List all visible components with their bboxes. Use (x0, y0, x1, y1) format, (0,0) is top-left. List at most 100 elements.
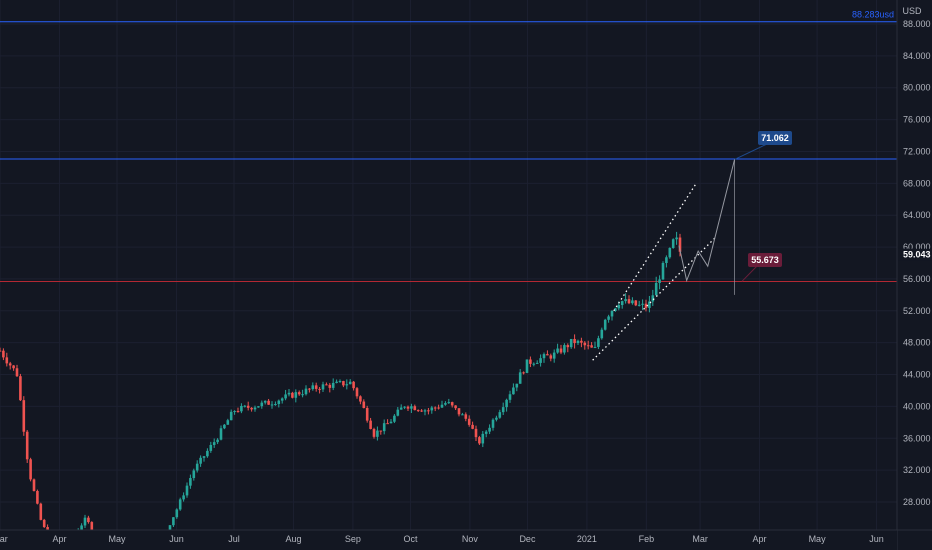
candle (641, 299, 644, 311)
currency-label: USD (902, 6, 922, 16)
x-tick-label: Feb (639, 534, 655, 544)
x-tick-label: Dec (519, 534, 536, 544)
candle (648, 295, 651, 313)
candle (189, 474, 192, 489)
candle (498, 409, 502, 419)
x-tick-label: Jun (169, 534, 184, 544)
candle (518, 369, 522, 384)
candle (600, 327, 604, 340)
candle (620, 300, 624, 309)
candle (675, 231, 678, 245)
candle (253, 405, 257, 412)
level-labels: 71.062 55.673 88.283usd 59.043 (734, 10, 932, 282)
candle (471, 421, 474, 430)
candle (192, 468, 196, 481)
y-tick-label: 76.000 (903, 115, 931, 125)
candle (29, 457, 32, 482)
candle (342, 380, 345, 388)
y-tick-label: 64.000 (903, 210, 931, 220)
candle (250, 407, 253, 412)
candle (226, 418, 230, 425)
candle (505, 398, 508, 412)
candle (372, 427, 376, 439)
candle (0, 347, 2, 352)
candle (308, 387, 311, 393)
candle (420, 409, 423, 413)
candle (508, 390, 512, 403)
candle (450, 401, 454, 408)
candle (36, 489, 39, 505)
candle (376, 426, 379, 441)
horizontal-levels (0, 21, 897, 283)
candle (206, 448, 209, 458)
candle (304, 385, 308, 396)
candle (291, 391, 294, 399)
callout-support: 55.673 (741, 253, 782, 282)
candle (5, 352, 9, 367)
x-tick-label: Aug (285, 534, 301, 544)
candle (386, 419, 389, 425)
candle (549, 353, 553, 362)
candle (559, 344, 563, 355)
candle (593, 341, 597, 349)
candle (532, 362, 536, 367)
candle (277, 399, 281, 408)
candle (195, 460, 199, 473)
y-tick-label: 32.000 (903, 465, 931, 475)
candle (362, 399, 366, 409)
candle (454, 405, 457, 410)
x-tick-label: May (108, 534, 126, 544)
candle (627, 295, 631, 305)
candle (525, 359, 529, 374)
callout-resistance: 71.062 (734, 131, 792, 160)
candle (39, 502, 43, 521)
candle (423, 408, 427, 416)
candle (294, 389, 298, 403)
candle (328, 383, 332, 393)
y-tick-label: 60.000 (903, 242, 931, 252)
y-tick-label: 36.000 (903, 433, 931, 443)
candle (284, 389, 287, 401)
candle (658, 275, 661, 290)
candle (274, 401, 277, 406)
y-tick-label: 48.000 (903, 338, 931, 348)
candle (263, 400, 267, 405)
time-axis[interactable]: Mar Apr May Jun Jul Aug Sep Oct Nov Dec 2021 Feb Mar… (0, 529, 932, 550)
candle (535, 360, 539, 364)
candle (297, 390, 301, 396)
candle (495, 415, 498, 422)
x-tick-label: 2021 (577, 534, 597, 544)
candle (359, 395, 362, 405)
candle (586, 340, 590, 350)
candle (427, 407, 430, 415)
candle (243, 404, 247, 408)
candle (83, 514, 87, 528)
x-tick-label: May (809, 534, 827, 544)
top-level-label: 88.283usd (852, 10, 894, 20)
x-tick-label: Mar (0, 534, 8, 544)
candle (335, 379, 338, 384)
candle (416, 409, 420, 413)
candle (614, 307, 617, 312)
callout-text: 71.062 (761, 133, 789, 143)
candle (491, 418, 495, 431)
candle (236, 407, 240, 413)
chart-grid (0, 0, 897, 530)
candle (352, 380, 355, 391)
candle (87, 515, 90, 524)
y-tick-label: 80.000 (903, 83, 931, 93)
x-tick-label: Apr (753, 534, 767, 544)
candle (410, 403, 413, 413)
y-tick-label: 84.000 (903, 51, 931, 61)
y-tick-label: 44.000 (903, 370, 931, 380)
candle (597, 335, 600, 350)
candle (563, 343, 566, 355)
candle (25, 430, 29, 463)
last-price-label: 59.043 (903, 250, 931, 260)
candle (219, 425, 223, 441)
candle (522, 371, 525, 375)
candle (8, 361, 12, 370)
candle (644, 299, 648, 312)
price-axis[interactable]: USD 28.000 32.000 36.000 40.000 44.000 48.000… (896, 0, 932, 550)
